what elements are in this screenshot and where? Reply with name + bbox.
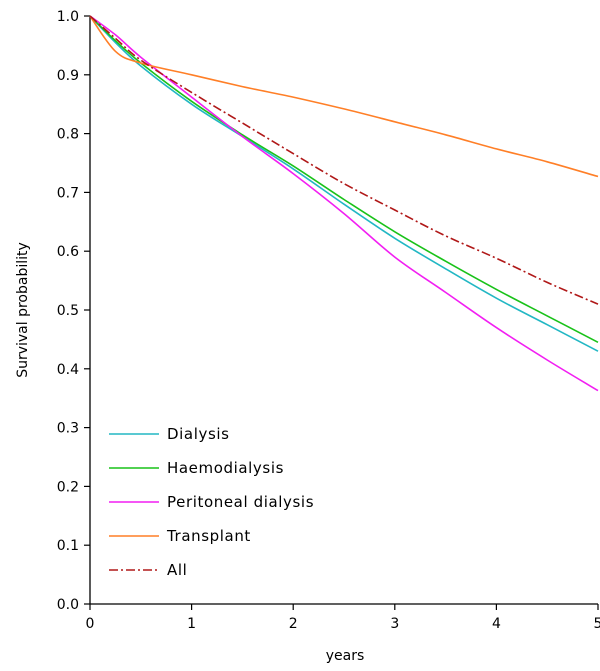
x-tick-label: 1 xyxy=(187,616,196,632)
axes: 0 1 2 3 4 5 0.0 0.1 0.2 0.3 0.4 0.5 0.6 0.7 0.8 0.9 1.0 xyxy=(57,9,600,632)
series-line-transplant xyxy=(89,15,599,178)
x-tick-label: 3 xyxy=(390,616,399,632)
y-tick-label: 0.4 xyxy=(57,362,79,378)
legend-label-transplant: Transplant xyxy=(166,527,251,545)
series-line-all xyxy=(89,15,599,305)
y-tick-label: 0.7 xyxy=(57,185,79,201)
y-tick-label: 0.0 xyxy=(57,597,79,613)
y-tick-label: 1.0 xyxy=(57,9,79,25)
legend-label-all: All xyxy=(167,561,187,579)
x-tick-label: 5 xyxy=(594,616,600,632)
y-tick-label: 0.2 xyxy=(57,479,79,495)
x-axis-title: years xyxy=(326,648,365,664)
y-tick-label: 0.1 xyxy=(57,538,79,554)
x-tick-label: 4 xyxy=(492,616,501,632)
x-tick-label: 0 xyxy=(86,616,95,632)
legend: Dialysis Haemodialysis Peritoneal dialysis… xyxy=(109,425,314,579)
series-line-peritoneal-dialysis xyxy=(89,15,599,392)
y-tick-label: 0.5 xyxy=(57,303,79,319)
series-line-dialysis xyxy=(89,15,599,352)
series-lines xyxy=(89,15,599,392)
y-tick-label: 0.6 xyxy=(57,244,79,260)
legend-label-dialysis: Dialysis xyxy=(167,425,230,443)
legend-label-haemodialysis: Haemodialysis xyxy=(167,459,284,477)
y-tick-label: 0.3 xyxy=(57,421,79,437)
y-axis-title: Survival probability xyxy=(15,242,31,378)
y-tick-label: 0.9 xyxy=(57,68,79,84)
y-tick-label: 0.8 xyxy=(57,127,79,143)
series-line-haemodialysis xyxy=(89,15,599,344)
legend-label-peritoneal-dialysis: Peritoneal dialysis xyxy=(167,493,314,511)
x-tick-label: 2 xyxy=(289,616,298,632)
